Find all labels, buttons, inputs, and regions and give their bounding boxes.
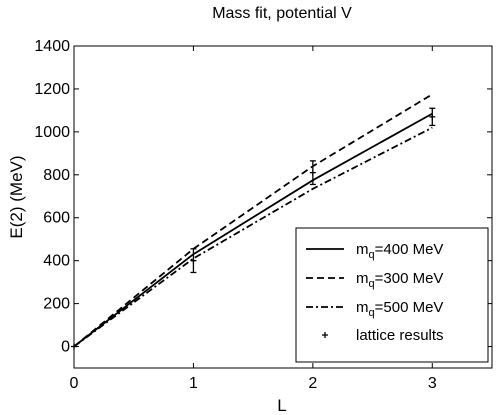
y-tick-label: 1200 [34,81,70,98]
y-tick-label: 400 [43,253,70,270]
plot-frame [73,45,493,369]
x-tick-label: 3 [428,375,437,392]
legend-label: mq=500 MeV [356,299,443,319]
chart-title: Mass fit, potential V [212,5,352,22]
lattice-point [71,343,77,350]
x-tick-label: 1 [189,375,198,392]
y-tick-label: 200 [43,296,70,313]
legend-label-lattice: lattice results [356,327,444,344]
legend-label: mq=300 MeV [356,270,443,290]
series-layer [73,93,433,348]
series-line-300 [73,93,433,348]
plot-area-border [73,45,493,369]
y-axis: 0 200 400 600 800 1000 1200 1400 [34,38,492,356]
lattice-point [429,107,436,127]
legend-box [295,227,489,363]
y-tick-label: 600 [43,210,70,227]
y-tick-label: 800 [43,167,70,184]
y-tick-label: 1400 [34,38,70,55]
legend-label: mq=400 MeV [356,241,443,261]
y-tick-label: 1000 [34,124,70,141]
x-tick-label: 0 [70,375,79,392]
y-tick-label: 0 [61,339,70,356]
lattice-point [190,248,197,274]
x-axis-label: L [277,396,286,415]
x-tick-label: 2 [308,375,317,392]
legend: mq=400 MeV mq=300 MeV mq=500 MeV lattice re… [295,227,489,363]
y-axis-label: E(2) (MeV) [7,155,26,238]
series-line-400 [73,112,433,348]
lattice-points-layer [71,107,436,350]
lattice-point [309,160,316,186]
x-axis: 0 1 2 3 [70,46,437,392]
